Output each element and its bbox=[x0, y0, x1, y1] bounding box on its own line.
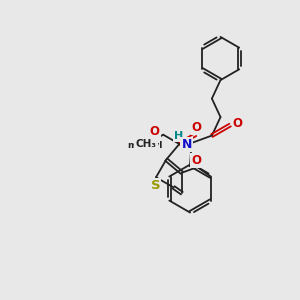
Text: CH₃: CH₃ bbox=[136, 139, 157, 149]
Text: O: O bbox=[150, 125, 160, 138]
Text: H: H bbox=[174, 131, 184, 141]
Text: O: O bbox=[191, 154, 201, 167]
Text: methyl: methyl bbox=[127, 141, 162, 150]
Text: S: S bbox=[151, 179, 160, 192]
Text: O: O bbox=[192, 121, 202, 134]
Text: N: N bbox=[182, 138, 192, 151]
Text: O: O bbox=[233, 117, 243, 130]
